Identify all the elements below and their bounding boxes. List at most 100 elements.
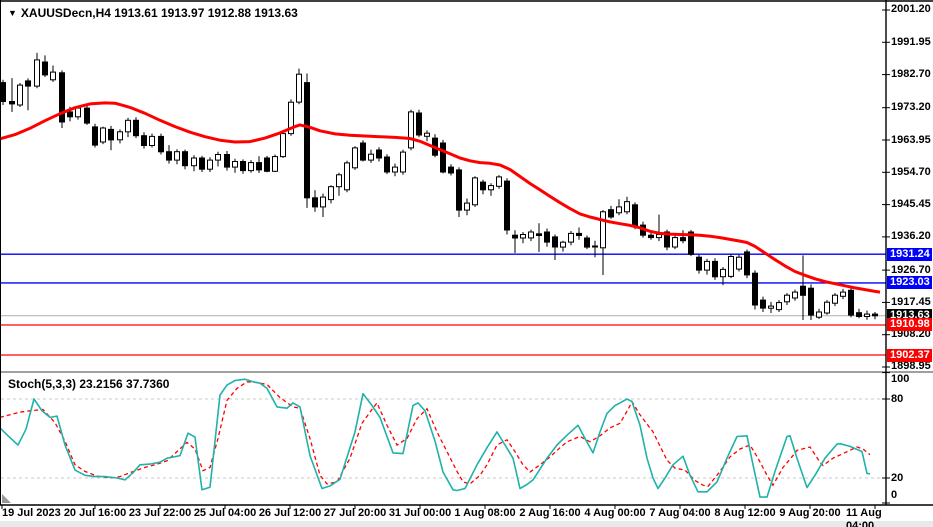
price-axis-label: 1936.20: [891, 230, 931, 242]
candle-bull: [50, 71, 56, 81]
candle-bull: [496, 176, 502, 187]
candle-bear: [158, 135, 164, 153]
time-axis-label: 2 Aug 16:00: [519, 507, 581, 519]
candle-bear: [312, 197, 318, 208]
candle-bear: [552, 236, 558, 248]
candle-bull: [728, 256, 734, 277]
candle-bull: [424, 132, 430, 137]
symbol-ohlc-text: XAUUSDecn,H4 1913.61 1913.97 1912.88 191…: [20, 6, 298, 20]
subwindow-resize-handle[interactable]: [2, 494, 11, 503]
stoch-axis-label: 100: [891, 373, 910, 385]
candle-bear: [448, 166, 454, 174]
price-badge-1931.24: 1931.24: [887, 248, 932, 261]
candle-bear: [440, 142, 446, 173]
candle-bear: [25, 80, 31, 87]
candle-bull: [149, 135, 155, 146]
bottom-strip: [0, 521, 933, 527]
candle-bear: [304, 82, 310, 199]
candle-bear: [199, 157, 205, 170]
support-resistance-lines[interactable]: [1, 253, 886, 356]
price-axis-label: 1945.45: [891, 198, 931, 210]
candle-bear: [84, 107, 90, 124]
candle-bull: [296, 73, 302, 103]
price-axis-label: 1898.95: [891, 360, 931, 372]
candle-bear: [544, 231, 550, 243]
time-axis-label: 7 Aug 04:00: [649, 507, 711, 519]
candle-bull: [472, 177, 478, 206]
candle-bear: [0, 82, 6, 102]
candle-bull: [174, 151, 180, 161]
time-axis-label: 31 Jul 00:00: [388, 507, 452, 519]
candle-bull: [400, 151, 406, 173]
candle-bear: [360, 142, 366, 161]
candle-bull: [784, 294, 790, 303]
candle-bear: [92, 126, 98, 146]
candle-bull: [100, 127, 106, 143]
candle-bull: [776, 302, 782, 311]
candle-bull: [392, 166, 398, 173]
candle-bull: [344, 162, 350, 191]
candle-bull: [336, 174, 342, 188]
candle-bull: [736, 256, 742, 270]
time-axis-label: 25 Jul 04:00: [193, 507, 257, 519]
time-axis-label: 1 Aug 08:00: [454, 507, 516, 519]
candle-bull: [528, 231, 534, 239]
stoch-axis-label: 0: [891, 489, 898, 501]
candle-bull: [568, 232, 574, 243]
candle-bull: [248, 162, 254, 172]
candle-bear: [760, 299, 766, 309]
stoch-axis-label: 80: [891, 393, 904, 405]
price-axis-label: 1963.95: [891, 134, 931, 146]
candle-bear: [108, 128, 114, 141]
price-badge-1923.03: 1923.03: [887, 276, 932, 289]
candle-bear: [800, 285, 806, 296]
candle-bull: [125, 119, 131, 133]
candle-bear: [848, 289, 854, 316]
candle-bull: [616, 206, 622, 214]
candle-bull: [816, 311, 822, 318]
candle-bear: [376, 149, 382, 159]
candle-bull: [624, 201, 630, 213]
candle-bull: [288, 101, 294, 135]
candle-bull: [272, 156, 278, 172]
candle-bear: [608, 209, 614, 218]
symbol-dropdown-arrow-icon[interactable]: ▼: [8, 8, 17, 18]
candle-bull: [768, 305, 774, 309]
time-axis-label: 20 Jul 16:00: [63, 507, 127, 519]
candle-bear: [9, 101, 15, 105]
price-axis-label: 1908.20: [891, 328, 931, 340]
candle-bear: [416, 112, 422, 136]
candle-bear: [664, 231, 670, 248]
candle-bull: [17, 84, 23, 106]
candle-bear: [504, 180, 510, 231]
price-badge-1902.37: 1902.37: [887, 349, 932, 362]
candle-bear: [744, 251, 750, 276]
indicator-label: Stoch(5,3,3) 23.2156 37.7360: [8, 377, 170, 391]
candle-bear: [592, 245, 598, 248]
candle-bear: [67, 111, 73, 118]
candle-bull: [832, 294, 838, 304]
candle-bull: [328, 186, 334, 201]
candle-bull: [464, 202, 470, 211]
candle-bull: [320, 196, 326, 208]
candle-bear: [632, 204, 638, 228]
candle-bear: [752, 272, 758, 306]
time-axis-label: 4 Aug 00:00: [584, 507, 646, 519]
candle-bull: [75, 107, 81, 118]
stoch-main-line: [0, 378, 871, 498]
candle-bull: [215, 154, 221, 161]
time-axis-label: 9 Aug 20:00: [779, 507, 841, 519]
candle-bear: [456, 169, 462, 211]
price-axis-label: 1926.70: [891, 264, 931, 276]
stochastic-pane: [0, 378, 886, 498]
candle-bull: [207, 159, 213, 170]
candle-bull: [600, 211, 606, 249]
time-axis-label: 26 Jul 12:00: [258, 507, 322, 519]
candle-bull: [560, 241, 566, 248]
candle-bull: [232, 161, 238, 168]
candle-bull: [117, 131, 123, 141]
candle-bull: [864, 313, 870, 318]
